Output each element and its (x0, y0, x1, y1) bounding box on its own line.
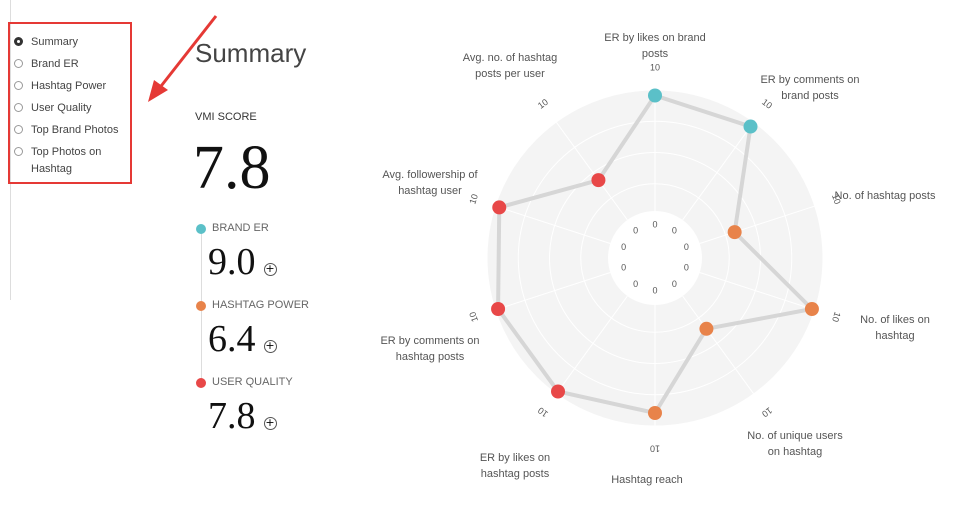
spoke (495, 205, 611, 244)
expand-button[interactable]: + (263, 416, 277, 431)
expand-button[interactable]: + (263, 262, 277, 277)
nav-item[interactable]: Hashtag Power (14, 78, 124, 95)
metric-row: 6.4 + (208, 317, 277, 361)
radar-center (608, 211, 702, 305)
highlight-box (8, 22, 132, 184)
r-tick-label: 0 (633, 279, 638, 289)
spoke (682, 121, 755, 221)
radio (14, 59, 23, 68)
metric-label: USER QUALITY (212, 376, 293, 388)
spoke (699, 272, 815, 311)
r-tick-label: 0 (633, 226, 638, 236)
radar-point (648, 406, 662, 420)
radar-point (804, 301, 819, 316)
spoke (682, 295, 755, 395)
radar-point (551, 384, 566, 399)
r-tick-label: 0 (621, 263, 626, 273)
radar-point (727, 225, 742, 240)
r-tick-label: 10 (650, 62, 660, 72)
summary-title: Summary (195, 38, 307, 68)
radar-point (492, 200, 507, 215)
nav-label: Top Brand Photos (31, 124, 119, 136)
score: 7.8 (193, 134, 271, 202)
axis-label: No. of unique users on hashtag (747, 430, 843, 458)
r-tick-label: 10 (467, 311, 480, 324)
radar-point (591, 173, 606, 188)
nav-label: Hashtag Power (31, 80, 107, 92)
metric-row: 9.0 + (208, 240, 277, 284)
radio (14, 125, 23, 134)
r-tick-label: 0 (684, 242, 689, 252)
divider (10, 0, 11, 300)
expand-button[interactable]: + (263, 339, 277, 354)
radar-point (491, 301, 506, 316)
nav-label: Brand ER (31, 58, 79, 70)
arrow (148, 15, 218, 102)
axis-label: ER by likes on brand posts (604, 32, 706, 60)
r-tick-label: 10 (760, 97, 774, 111)
spoke (495, 272, 611, 311)
nav: Summary Brand ER Hashtag Power User Quality… (0, 0, 140, 200)
nav-label: User Quality (31, 102, 92, 114)
score-label: VMI SCORE (195, 111, 257, 123)
metric-value: 7.8 (208, 395, 256, 437)
spoke (699, 205, 815, 244)
nav-item[interactable]: Top Photos on Hashtag (14, 144, 124, 178)
axis-label: Hashtag reach (611, 474, 683, 486)
spoke (555, 121, 628, 221)
axis-label: Avg. no. of hashtag posts per user (462, 52, 558, 80)
radio (14, 37, 23, 46)
metric-dot (196, 378, 206, 388)
nav-item[interactable]: Brand ER (14, 56, 124, 73)
nav-label: Summary (31, 36, 79, 48)
r-tick-label: 0 (621, 242, 626, 252)
r-tick-label: 0 (652, 285, 657, 295)
r-tick-label: 10 (467, 193, 480, 206)
metric-row: 7.8 + (208, 394, 277, 438)
metric-dot (196, 301, 206, 311)
r-tick-label: 10 (650, 444, 660, 454)
axis-label: ER by comments on hashtag posts (380, 335, 480, 363)
axis-label: Avg. followership of hashtag user (382, 169, 478, 197)
nav-item[interactable]: Summary (14, 34, 124, 51)
metric-value: 6.4 (208, 318, 256, 360)
nav-item[interactable]: User Quality (14, 100, 124, 117)
radio (14, 103, 23, 112)
r-tick-label: 0 (672, 226, 677, 236)
r-tick-label: 0 (652, 219, 657, 229)
radio (14, 147, 23, 156)
r-tick-label: 0 (684, 263, 689, 273)
radar-point (648, 88, 662, 103)
metric-dot (196, 224, 206, 234)
r-tick-label: 10 (536, 97, 550, 111)
axis-label: No. of hashtag posts (834, 190, 936, 202)
r-tick-label: 10 (830, 311, 843, 324)
r-tick-label: 0 (672, 279, 677, 289)
radar-point (743, 119, 758, 134)
nav-label: Top Photos on Hashtag (31, 146, 102, 175)
axis-label: No. of likes on hashtag (860, 314, 930, 342)
metric-label: BRAND ER (212, 222, 269, 234)
r-tick-label: 10 (536, 405, 550, 419)
radio (14, 81, 23, 90)
axis-label: ER by comments on brand posts (760, 74, 860, 102)
metric-value: 9.0 (208, 241, 256, 283)
nav-item[interactable]: Top Brand Photos (14, 122, 124, 139)
axis-label: ER by likes on hashtag posts (479, 452, 551, 480)
metric-label: HASHTAG POWER (212, 299, 309, 311)
spoke (555, 295, 628, 395)
radar-point (699, 321, 714, 336)
r-tick-label: 10 (760, 405, 774, 419)
r-tick-label: 10 (830, 193, 843, 206)
